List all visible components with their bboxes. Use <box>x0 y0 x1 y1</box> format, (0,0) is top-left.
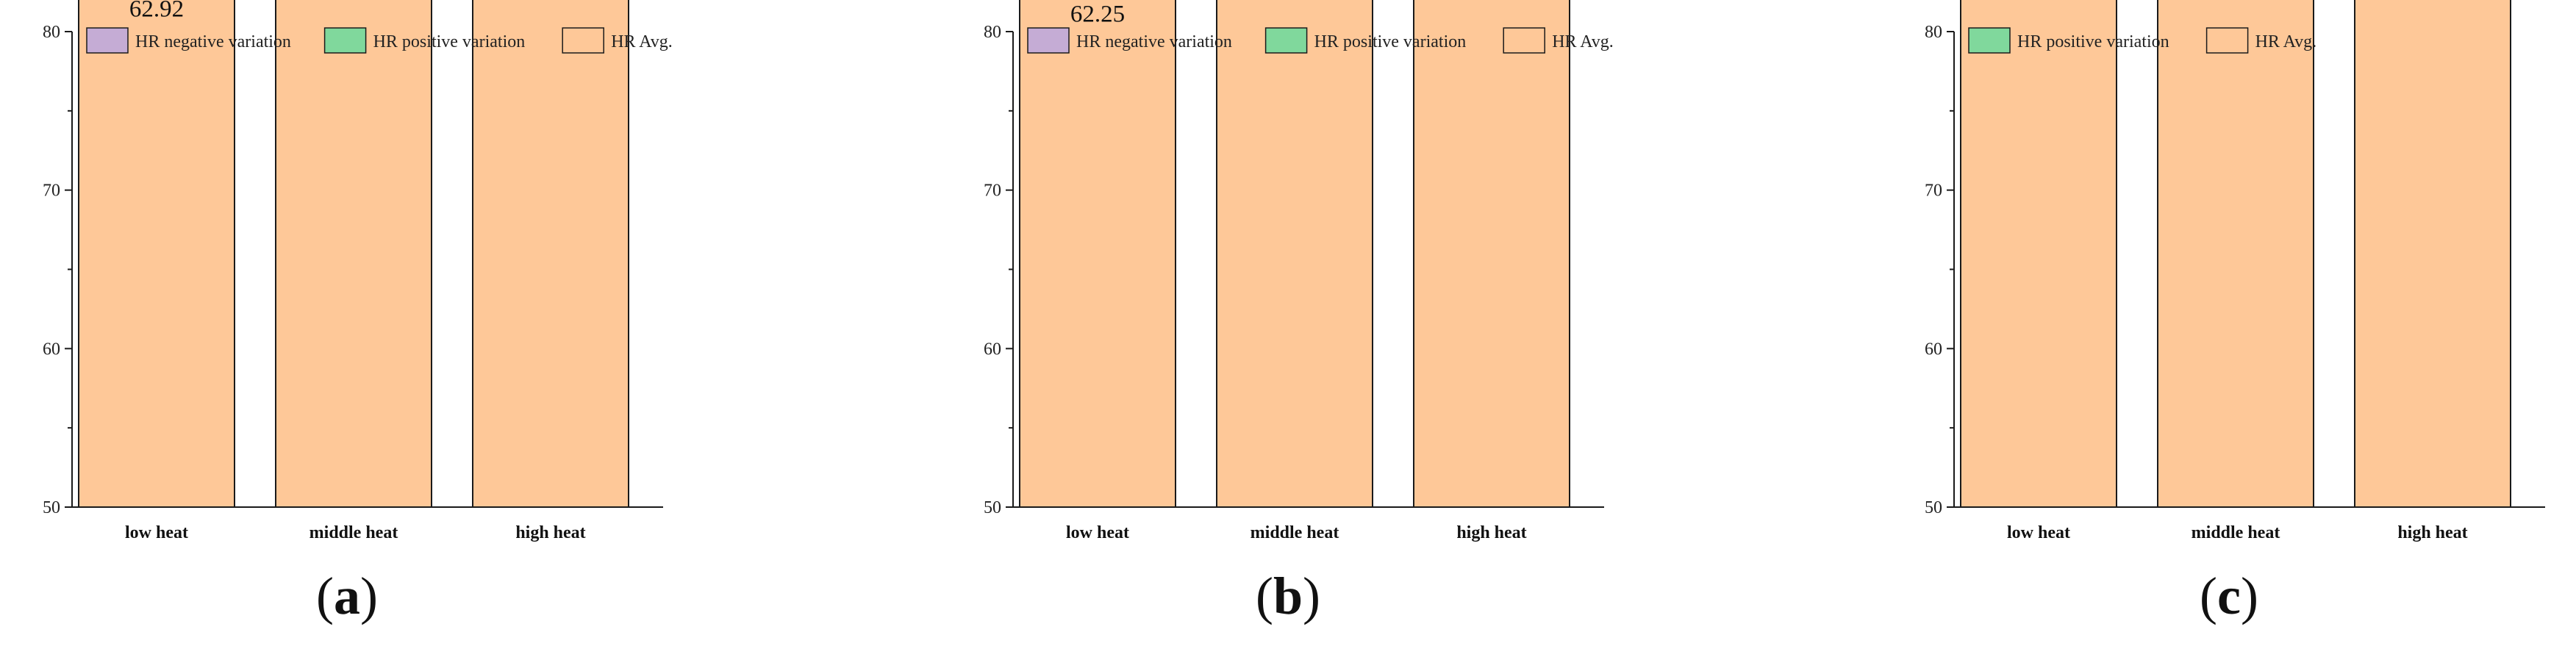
legend-label: HR positive variation <box>373 32 526 51</box>
y-tick-label: 80 <box>984 23 1001 42</box>
legend-label: HR Avg. <box>611 32 673 51</box>
category-label: middle heat <box>2192 523 2280 542</box>
y-tick-label: 60 <box>43 340 60 359</box>
category-label: low heat <box>1066 523 1129 542</box>
legend-label: HR Avg. <box>1552 32 1614 51</box>
legend-swatch <box>562 27 604 54</box>
bar-segment <box>78 0 235 508</box>
legend-swatch <box>1027 27 1070 54</box>
panel-label-a: (a) <box>316 567 378 625</box>
y-tick-label: 80 <box>43 23 60 42</box>
category-label: middle heat <box>310 523 398 542</box>
legend-label: HR negative variation <box>1076 32 1232 51</box>
legend-swatch <box>323 27 367 54</box>
chart-panel-c: 5060708065.581.50low heat71.422.25middle… <box>1925 0 2545 542</box>
legend-swatch <box>1264 27 1308 54</box>
y-tick-label: 60 <box>1925 340 1942 359</box>
category-label: low heat <box>2007 523 2070 542</box>
bar-segment <box>2354 0 2511 508</box>
y-tick-label: 70 <box>43 182 60 201</box>
category-label: high heat <box>515 523 585 542</box>
legend-label: HR Avg. <box>2255 32 2317 51</box>
data-label: 62.92 <box>129 0 184 23</box>
y-tick-label: 50 <box>1925 498 1942 517</box>
data-label: 65.58 <box>2011 0 2066 1</box>
y-tick-label: 70 <box>1925 182 1942 201</box>
bar-segment <box>2157 0 2314 509</box>
bar-segment <box>1413 0 1570 508</box>
legend-label: HR negative variation <box>135 32 291 51</box>
bar-segment <box>1019 0 1176 508</box>
panel-label-c: (c) <box>2200 567 2258 625</box>
category-label: high heat <box>2397 523 2467 542</box>
bar-segment <box>275 0 432 508</box>
bar-segment <box>1216 0 1373 508</box>
data-label: 62.25 <box>1070 1 1125 28</box>
panel-label-b: (b) <box>1255 567 1321 625</box>
legend-label: HR positive variation <box>2017 32 2169 51</box>
y-tick-label: 70 <box>984 182 1001 201</box>
legend-swatch <box>1968 27 2011 54</box>
category-label: low heat <box>125 523 188 542</box>
category-label: middle heat <box>1251 523 1339 542</box>
legend-swatch <box>1503 27 1545 54</box>
legend-swatch <box>2205 27 2249 54</box>
bar-segment <box>472 0 629 508</box>
y-tick-label: 80 <box>1925 23 1942 42</box>
y-tick-label: 60 <box>984 340 1001 359</box>
legend-swatch <box>86 27 129 54</box>
category-label: high heat <box>1456 523 1526 542</box>
y-tick-label: 50 <box>984 498 1001 517</box>
data-label: 65.67 <box>523 0 578 1</box>
bar-segment <box>1960 0 2117 509</box>
y-tick-label: 50 <box>43 498 60 517</box>
legend-label: HR positive variation <box>1314 32 1467 51</box>
